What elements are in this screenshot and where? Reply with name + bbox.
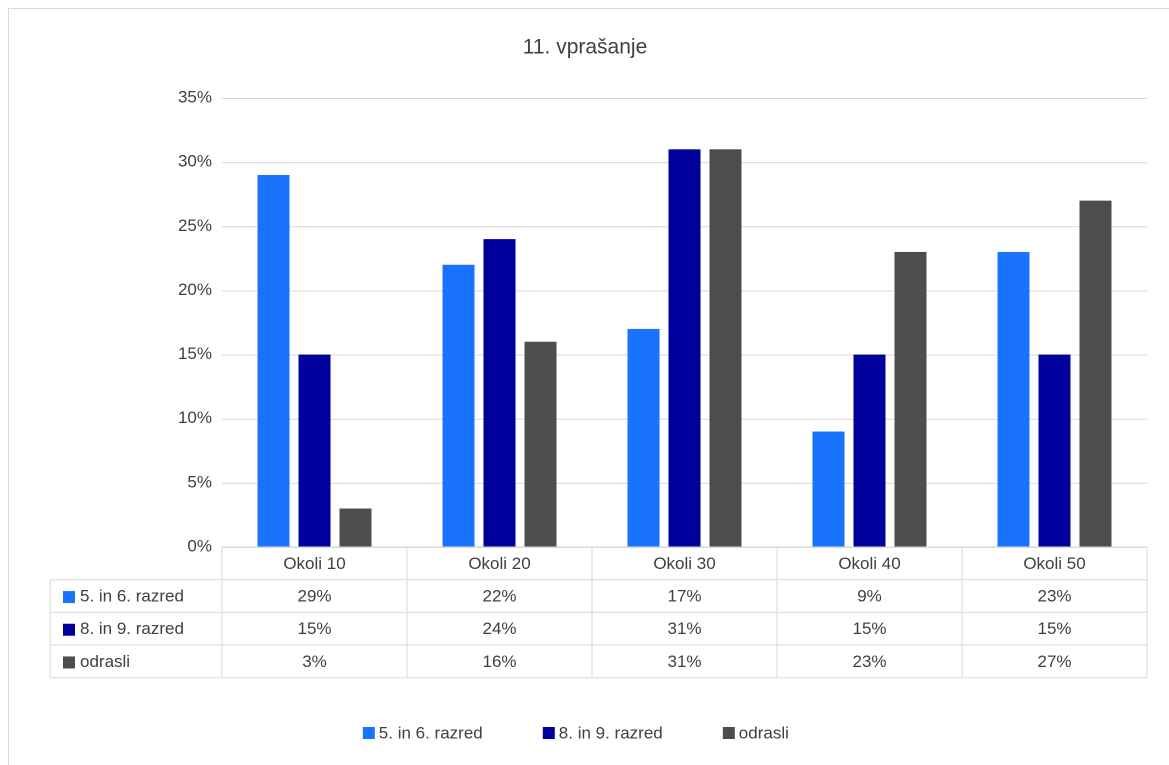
y-tick-label: 20% xyxy=(178,280,212,299)
y-tick-label: 15% xyxy=(178,344,212,363)
y-tick-label: 10% xyxy=(178,408,212,427)
data-label: 27% xyxy=(1037,652,1071,671)
y-tick-label: 35% xyxy=(178,87,212,106)
bar xyxy=(853,354,886,547)
legend-label: 8. in 9. razred xyxy=(559,723,663,742)
x-tick-label: Okoli 30 xyxy=(653,554,715,573)
legend-key xyxy=(362,727,375,739)
bar xyxy=(709,149,742,548)
bar xyxy=(894,251,927,547)
data-label: 31% xyxy=(667,652,701,671)
bar xyxy=(298,354,331,547)
table-row-label: 8. in 9. razred xyxy=(80,619,184,638)
data-label: 17% xyxy=(667,587,701,606)
bar xyxy=(812,431,845,547)
y-tick-label: 0% xyxy=(187,536,212,555)
legend-label: odrasli xyxy=(739,723,789,742)
data-label: 15% xyxy=(852,619,886,638)
bar xyxy=(668,149,701,548)
table-legend-key xyxy=(63,591,75,604)
x-tick-label: Okoli 20 xyxy=(468,554,530,573)
y-tick-label: 30% xyxy=(178,152,212,171)
bar xyxy=(257,174,290,547)
bar xyxy=(1038,354,1071,547)
table-legend-key xyxy=(63,623,75,636)
data-label: 9% xyxy=(857,587,882,606)
data-label: 15% xyxy=(1037,619,1071,638)
bar xyxy=(483,239,516,547)
y-tick-label: 5% xyxy=(187,472,212,491)
table-legend-key xyxy=(63,656,75,669)
legend-label: 5. in 6. razred xyxy=(379,723,483,742)
table-row-label: 5. in 6. razred xyxy=(80,587,184,606)
data-label: 15% xyxy=(297,619,331,638)
legend-key xyxy=(542,727,555,739)
bar xyxy=(1079,200,1112,547)
x-tick-label: Okoli 40 xyxy=(838,554,900,573)
chart-frame xyxy=(8,8,1169,765)
data-label: 22% xyxy=(482,587,516,606)
table-row-label: odrasli xyxy=(80,652,130,671)
y-tick-label: 25% xyxy=(178,216,212,235)
data-label: 16% xyxy=(482,652,516,671)
data-label: 23% xyxy=(1037,587,1071,606)
data-label: 24% xyxy=(482,619,516,638)
data-label: 23% xyxy=(852,652,886,671)
bar xyxy=(997,251,1030,547)
legend-key xyxy=(722,727,735,739)
bar xyxy=(339,508,372,547)
x-tick-label: Okoli 10 xyxy=(283,554,345,573)
data-label: 31% xyxy=(667,619,701,638)
data-label: 3% xyxy=(302,652,327,671)
bar xyxy=(442,264,475,547)
bar xyxy=(627,328,660,547)
data-label: 29% xyxy=(297,587,331,606)
bar xyxy=(524,341,557,547)
chart-title: 11. vprašanje xyxy=(523,36,648,59)
x-tick-label: Okoli 50 xyxy=(1023,554,1085,573)
